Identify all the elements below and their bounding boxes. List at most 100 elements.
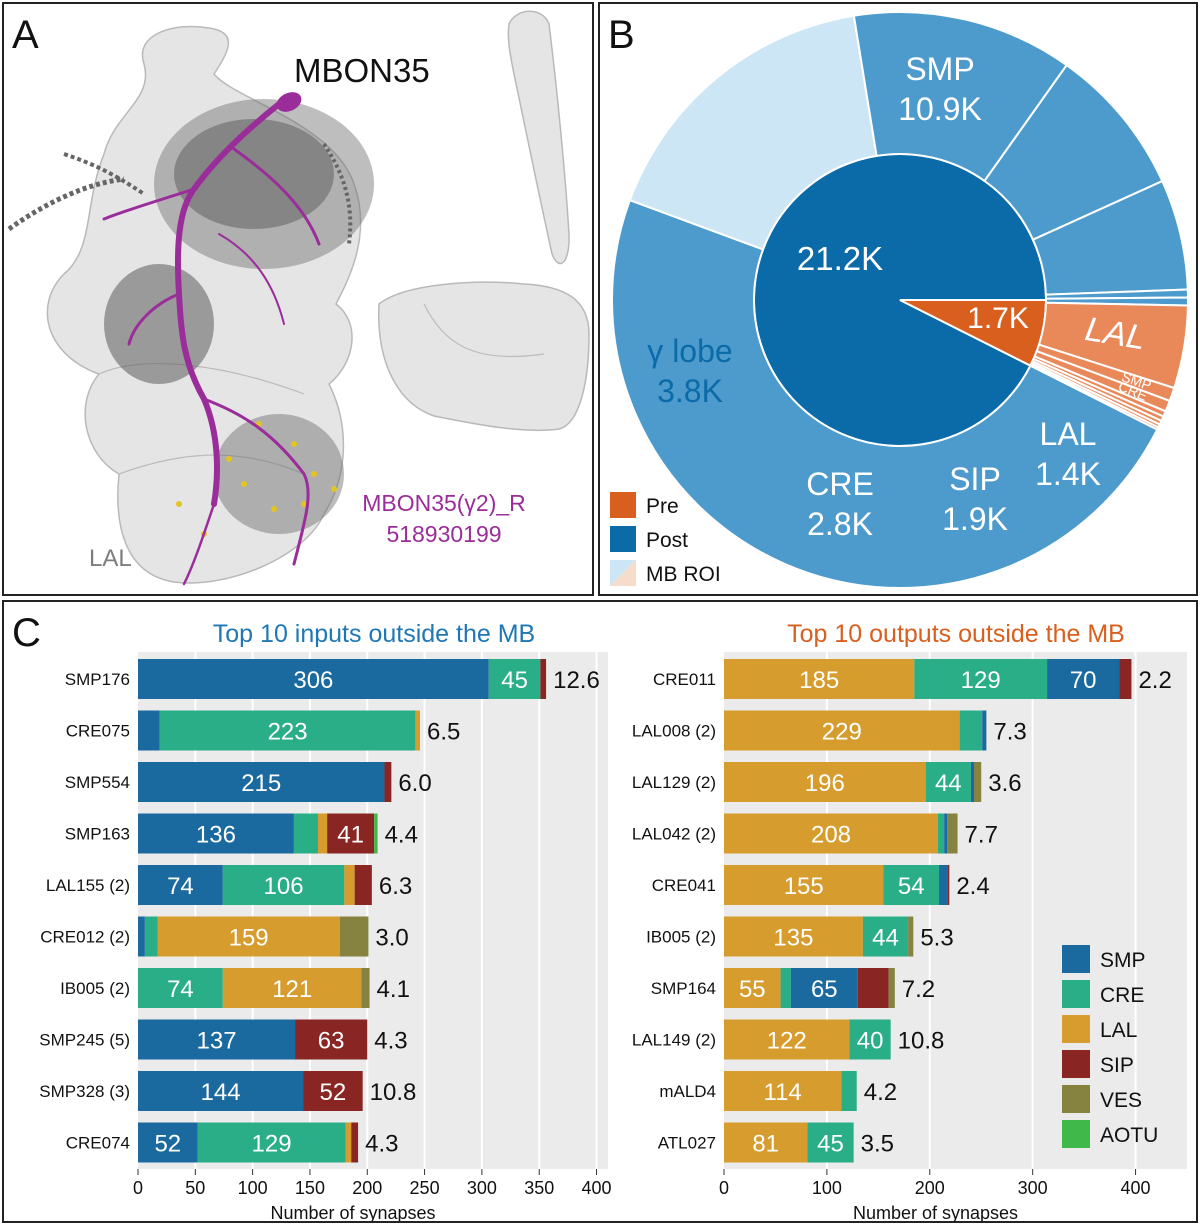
x-axis-label: Number of synapses [853, 1203, 1018, 1221]
segment-label: 137 [197, 1028, 237, 1055]
legend-swatch [610, 560, 636, 586]
roi-legend-label: SIP [1100, 1054, 1134, 1077]
segment-label: 106 [264, 873, 304, 900]
category-label: CRE075 [66, 722, 130, 741]
bar-segment-cre [862, 916, 909, 957]
roi-legend-swatch [1062, 1050, 1090, 1078]
segment-label: 54 [898, 873, 925, 900]
roi-legend-swatch [1062, 980, 1090, 1008]
roi-legend-label: LAL [1100, 1019, 1137, 1042]
category-label: CRE041 [652, 876, 716, 895]
category-label: SMP554 [65, 773, 130, 792]
donut-chart: 21.2K 1.7K SMP 10.9K γ lobe 3.8K CRE 2.8K SIP 1.9… [608, 11, 1189, 589]
segment-label: 135 [773, 925, 813, 952]
bar-segment-lal [222, 968, 362, 1008]
bar-segment-cre [849, 1019, 891, 1060]
bar-segment-cre [138, 968, 223, 1008]
outer-value-label: 1.4K [1035, 456, 1101, 492]
outer-slice [628, 14, 878, 251]
category-label: LAL149 (2) [632, 1031, 716, 1050]
segment-label: 208 [811, 822, 851, 849]
outer-value-label: 2.8K [807, 506, 873, 542]
segment-label: 114 [764, 1079, 802, 1106]
bar-segment-sip [354, 865, 372, 905]
panel-label-c: C [12, 611, 41, 655]
bar-segment-aotu [374, 813, 378, 854]
roi-legend-swatch [1062, 1085, 1090, 1113]
roi-legend-label: AOTU [1100, 1124, 1158, 1147]
x-tick-label: 200 [915, 1178, 945, 1198]
bar-segment-lal [724, 762, 926, 802]
inner-label-post: 21.2K [797, 240, 883, 277]
outer-label: SIP [949, 461, 1001, 497]
end-label: 3.6 [988, 770, 1021, 797]
roi-legend-label: CRE [1100, 984, 1144, 1007]
outer-value-label: 1.9K [942, 501, 1008, 537]
panel-b: 21.2K 1.7K SMP 10.9K γ lobe 3.8K CRE 2.8K SIP 1.9… [598, 2, 1198, 596]
segment-label: 44 [872, 925, 899, 952]
bar-segment-lal [724, 659, 915, 699]
inner-label-pre: 1.7K [967, 302, 1029, 335]
end-label: 4.3 [365, 1131, 398, 1158]
bar-segment-cre [222, 865, 345, 905]
bar-segment-lal [724, 813, 939, 854]
end-label: 6.0 [398, 770, 431, 797]
outer-value-label: 10.9K [898, 91, 982, 127]
bar-segment-lal [317, 813, 328, 854]
inputs-chart: 0 50 100 150 200 250 300 350 400 Top 10 inputs ou… [39, 620, 611, 1223]
region-label-lal: LAL [89, 545, 132, 572]
panel-c: C 0 50 100 150 200 250 300 350 400 Top 10 inputs … [2, 600, 1198, 1223]
end-label: 4.4 [385, 822, 418, 849]
x-tick-label: 250 [410, 1178, 440, 1198]
category-label: SMP164 [651, 979, 716, 998]
x-tick-label: 300 [1018, 1178, 1048, 1198]
category-label: SMP163 [65, 825, 130, 844]
bar-segment-sip [947, 865, 950, 905]
bar-segment-cre [159, 710, 416, 751]
neuron-id: 518930199 [386, 521, 501, 547]
segment-label: 121 [272, 976, 312, 1003]
x-tick-label: 350 [524, 1178, 554, 1198]
x-tick-label: 0 [719, 1178, 729, 1198]
segment-label: 159 [229, 925, 269, 952]
bar-segment-lal [724, 1019, 850, 1060]
x-tick-label: 300 [467, 1178, 497, 1198]
end-label: 7.3 [993, 719, 1026, 746]
bar-segment-smp [138, 865, 223, 905]
x-tick-label: 0 [133, 1178, 143, 1198]
bar-segment-smp [138, 1071, 304, 1111]
bar-segment-cre [841, 1071, 857, 1111]
legend-swatch [610, 526, 636, 552]
bar-segment-cre [883, 865, 940, 905]
bar-segment-smp [138, 659, 489, 699]
legend-swatch [610, 492, 636, 518]
end-label: 7.2 [902, 976, 935, 1003]
chart-title: Top 10 inputs outside the MB [213, 620, 535, 648]
segment-label: 52 [154, 1131, 181, 1158]
roi-legend-label: SMP [1100, 949, 1146, 972]
bar-segment-lal [344, 865, 355, 905]
outer-slice [1029, 363, 1160, 431]
bar-segment-lal [724, 1122, 808, 1163]
bar-segment-lal [724, 710, 960, 751]
roi-legend-label: VES [1100, 1089, 1142, 1112]
segment-label: 144 [201, 1079, 241, 1106]
bar-segment-sip [540, 659, 547, 699]
bar-segment-sip [351, 1122, 359, 1163]
bar-segment-cre [938, 813, 945, 854]
bar-segment-smp [1047, 659, 1120, 699]
outer-value-label: 3.8K [657, 373, 723, 409]
segment-label: 306 [293, 667, 333, 694]
category-label: LAL155 (2) [46, 876, 130, 895]
bar-segment-smp [790, 968, 858, 1008]
segment-label: 55 [739, 976, 766, 1003]
segment-label: 129 [961, 667, 1001, 694]
end-label: 4.3 [374, 1028, 407, 1055]
donut-labels: 21.2K 1.7K SMP 10.9K γ lobe 3.8K CRE 2.8K SIP 1.9… [647, 51, 1153, 542]
segment-label: 40 [857, 1028, 884, 1055]
end-label: 12.6 [553, 667, 600, 694]
x-tick-label: 200 [352, 1178, 382, 1198]
end-label: 10.8 [898, 1028, 945, 1055]
bar-segment-ves [361, 968, 370, 1008]
segment-label: 70 [1070, 667, 1097, 694]
